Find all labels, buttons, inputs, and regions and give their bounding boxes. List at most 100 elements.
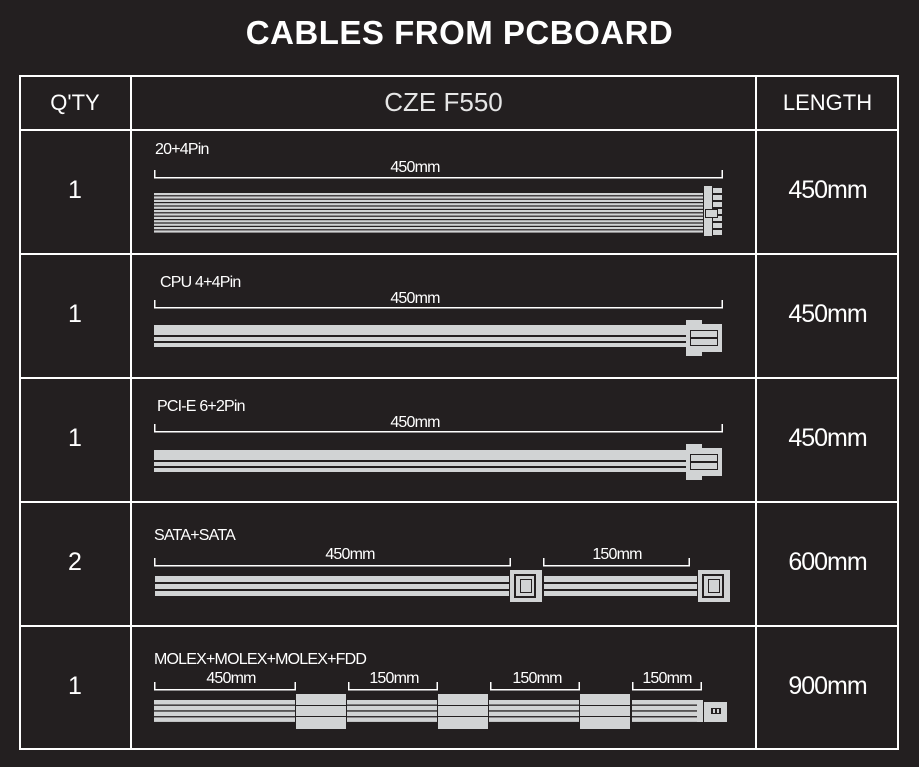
row-qty: 1 xyxy=(68,300,82,328)
dimension-line xyxy=(154,431,723,433)
dimension-line xyxy=(632,689,702,691)
cable-part xyxy=(711,708,721,714)
cable-wire xyxy=(632,711,697,717)
fdd-connector xyxy=(697,700,703,722)
dimension-line xyxy=(154,689,296,691)
cable-wire xyxy=(154,230,703,233)
cable-wire xyxy=(154,213,703,216)
dimension-tick xyxy=(721,300,723,308)
cable-part xyxy=(155,591,509,596)
cable-part xyxy=(713,188,722,193)
cable-part xyxy=(713,216,722,221)
cable-part xyxy=(706,210,717,217)
row-length: 450mm xyxy=(788,300,867,328)
cable-part xyxy=(580,716,630,717)
dimension-line xyxy=(154,177,723,179)
cable-name: CPU 4+4Pin xyxy=(160,274,241,291)
cable-part xyxy=(154,325,686,335)
cable-wire xyxy=(154,700,295,705)
dimension-label: 450mm xyxy=(390,159,440,176)
cable-wire xyxy=(154,203,703,206)
cable-name: PCI-E 6+2Pin xyxy=(157,398,246,415)
dimension-label: 450mm xyxy=(390,290,440,307)
cable-part xyxy=(154,450,686,460)
row-qty: 1 xyxy=(68,672,82,700)
cable-wire xyxy=(154,206,703,209)
cable-part xyxy=(438,705,488,706)
page-title: CABLES FROM PCBOARD xyxy=(245,14,674,51)
dimension-tick xyxy=(154,558,156,566)
dimension-tick xyxy=(348,682,350,690)
divider xyxy=(19,625,899,627)
divider xyxy=(130,75,132,750)
cable-part xyxy=(438,716,488,717)
cable-wire xyxy=(154,220,703,223)
cable-part xyxy=(713,195,722,200)
dimension-tick xyxy=(700,682,702,690)
cable-part xyxy=(155,584,509,589)
cable-wire xyxy=(489,711,579,717)
cable-wire xyxy=(154,227,703,230)
molex-connector xyxy=(296,694,346,729)
dimension-tick xyxy=(578,682,580,690)
dimension-tick xyxy=(294,682,296,690)
cable-part xyxy=(154,343,686,347)
cable-wire xyxy=(489,717,579,722)
dimension-tick xyxy=(543,558,545,566)
row-length: 900mm xyxy=(788,672,867,700)
row-length: 600mm xyxy=(788,548,867,576)
divider xyxy=(19,253,899,255)
cable-wire xyxy=(154,199,703,202)
dimension-tick xyxy=(436,682,438,690)
dimension-tick xyxy=(509,558,511,566)
row-length: 450mm xyxy=(788,176,867,204)
dimension-line xyxy=(154,307,723,309)
dimension-tick xyxy=(721,170,723,178)
dimension-tick xyxy=(154,170,156,178)
dimension-line xyxy=(543,565,690,567)
dimension-label: 150mm xyxy=(592,546,642,563)
cable-wire xyxy=(154,717,295,722)
cable-wire xyxy=(154,711,295,717)
cable-name: 20+4Pin xyxy=(155,141,209,158)
cable-part xyxy=(713,223,722,228)
row-length: 450mm xyxy=(788,424,867,452)
cable-wire xyxy=(632,717,697,722)
dimension-tick xyxy=(632,682,634,690)
row-qty: 1 xyxy=(68,424,82,452)
cable-table xyxy=(19,75,899,750)
dimension-label: 150mm xyxy=(369,670,419,687)
cable-part xyxy=(691,461,717,463)
cable-wire xyxy=(347,700,437,705)
cable-part xyxy=(154,462,686,466)
cable-name: MOLEX+MOLEX+MOLEX+FDD xyxy=(154,651,367,668)
cable-part xyxy=(154,468,686,472)
cable-part xyxy=(544,584,697,589)
dimension-tick xyxy=(721,424,723,432)
divider xyxy=(19,129,899,131)
cable-part xyxy=(713,709,715,713)
cable-part xyxy=(717,709,719,713)
dimension-tick xyxy=(154,424,156,432)
cable-wire xyxy=(154,210,703,213)
divider xyxy=(755,75,757,750)
dimension-label: 450mm xyxy=(206,670,256,687)
cable-wire xyxy=(154,196,703,199)
divider xyxy=(19,377,899,379)
cable-part xyxy=(544,576,697,582)
cable-wire xyxy=(154,193,703,196)
dimension-line xyxy=(348,689,438,691)
cable-part xyxy=(155,576,509,582)
cable-wire xyxy=(154,705,295,711)
cable-part xyxy=(544,591,697,596)
cable-part xyxy=(154,337,686,341)
cable-wire xyxy=(154,223,703,226)
row-qty: 1 xyxy=(68,176,82,204)
cable-wire xyxy=(154,216,703,219)
dimension-tick xyxy=(154,300,156,308)
cable-wire xyxy=(347,705,437,711)
cable-part xyxy=(709,580,719,592)
cable-wire xyxy=(489,700,579,705)
